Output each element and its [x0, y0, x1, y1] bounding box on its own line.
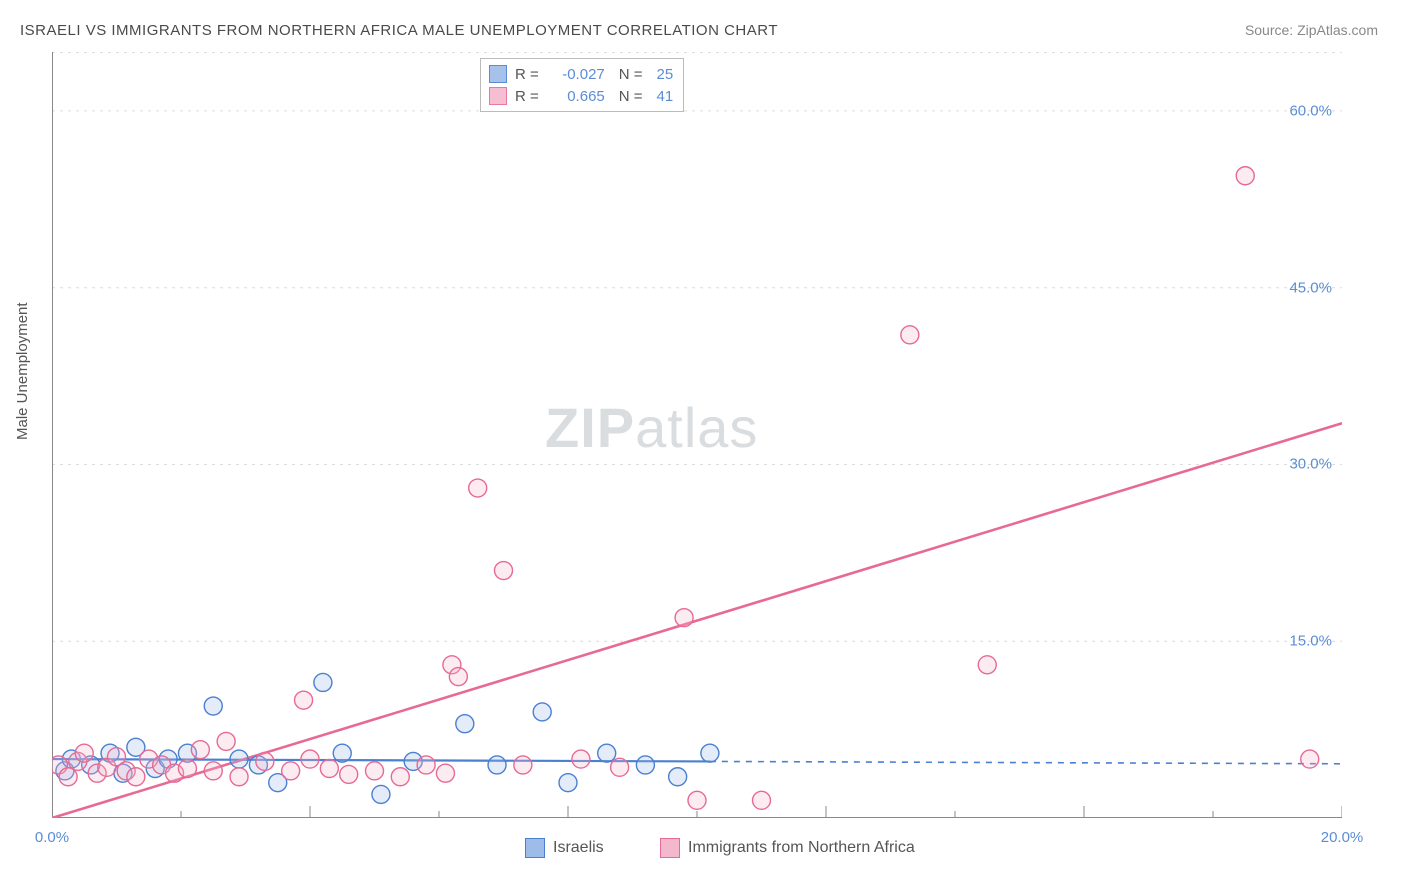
- y-tick-label: 60.0%: [1289, 102, 1332, 119]
- r-value: -0.027: [553, 66, 605, 83]
- r-value: 0.665: [553, 88, 605, 105]
- y-tick-label: 15.0%: [1289, 633, 1332, 650]
- n-value: 25: [657, 66, 674, 83]
- legend-swatch: [660, 838, 680, 858]
- legend-swatch: [489, 65, 507, 83]
- n-value: 41: [657, 88, 674, 105]
- legend-item-series-2: Immigrants from Northern Africa: [660, 838, 915, 858]
- legend-swatch: [525, 838, 545, 858]
- x-tick-label: 20.0%: [1321, 829, 1364, 846]
- regression-legend-row: R = -0.027 N = 25: [489, 63, 673, 85]
- legend-item-series-1: Israelis: [525, 838, 604, 858]
- y-axis-label: Male Unemployment: [14, 302, 31, 440]
- n-label: N =: [619, 66, 643, 83]
- legend-swatch: [489, 87, 507, 105]
- chart-plot-area: 15.0%30.0%45.0%60.0%0.0%20.0%: [52, 52, 1342, 818]
- y-tick-label: 30.0%: [1289, 456, 1332, 473]
- r-label: R =: [515, 88, 539, 105]
- legend-series-name: Israelis: [553, 839, 604, 857]
- r-label: R =: [515, 66, 539, 83]
- source-label: Source: ZipAtlas.com: [1245, 22, 1378, 38]
- regression-legend: R = -0.027 N = 25 R = 0.665 N = 41: [480, 58, 684, 112]
- x-tick-label: 0.0%: [35, 829, 69, 846]
- regression-legend-row: R = 0.665 N = 41: [489, 85, 673, 107]
- legend-series-name: Immigrants from Northern Africa: [688, 839, 915, 857]
- n-label: N =: [619, 88, 643, 105]
- scatter-chart-svg: [52, 52, 1342, 818]
- chart-title: ISRAELI VS IMMIGRANTS FROM NORTHERN AFRI…: [20, 22, 778, 39]
- y-tick-label: 45.0%: [1289, 279, 1332, 296]
